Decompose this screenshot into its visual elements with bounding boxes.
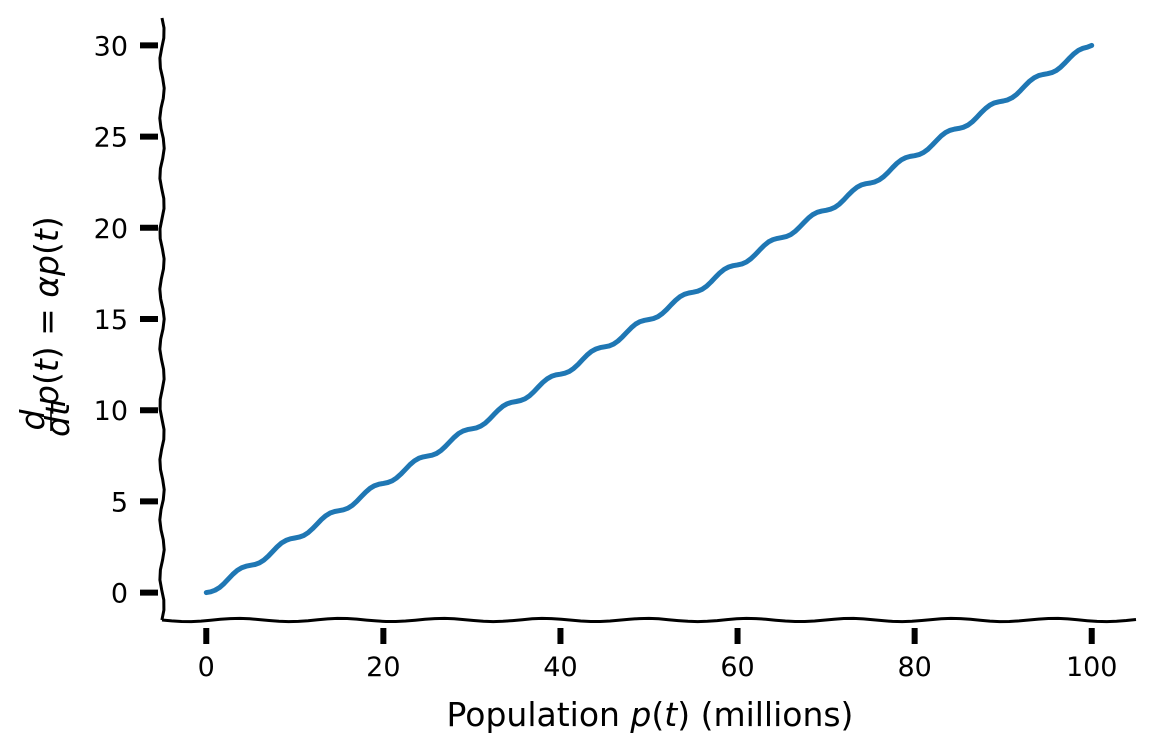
x-tick-label: 20 [366,652,400,683]
y-axis-frac-numerator: d [13,408,52,430]
x-tick-label: 40 [543,652,577,683]
series-layer [203,42,1095,596]
x-axis-title: Population p(t) (millions) [447,695,854,734]
y-tick-label: 15 [94,305,128,336]
x-tick-label: 100 [1066,652,1118,683]
series-line [203,42,1095,596]
y-tick-label: 25 [94,123,128,154]
y-axis-frac-denominator: dt [38,402,77,437]
y-tick-label: 20 [94,214,128,245]
x-tick-label: 60 [720,652,754,683]
y-axis-spine [158,17,166,621]
y-tick-label: 5 [111,487,128,518]
x-axis-ticks: 0 20 40 60 80 100 [198,628,1118,683]
x-tick-label: 0 [198,652,215,683]
y-tick-label: 0 [111,579,128,610]
x-axis-spine [161,616,1137,624]
y-tick-label: 30 [94,31,128,62]
x-tick-label: 80 [897,652,931,683]
y-tick-label: 10 [94,396,128,427]
y-axis-ticks: 0 5 10 15 20 25 30 [94,31,158,610]
y-axis-title: d dt p(t) = αp(t) [13,216,77,437]
y-axis-title-expression: p(t) = αp(t) [27,216,66,407]
